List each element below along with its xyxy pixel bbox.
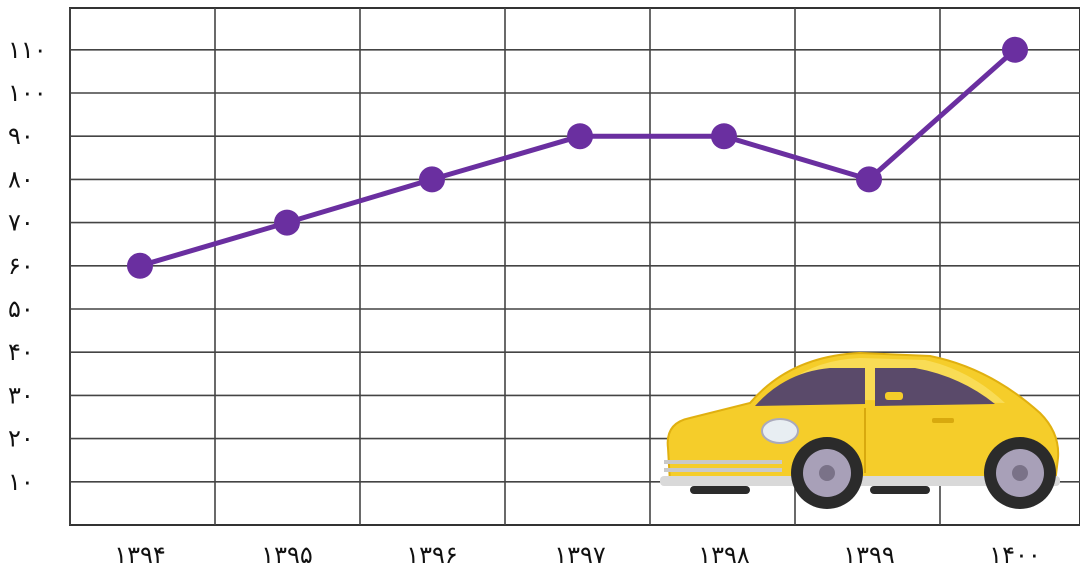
data-point	[274, 209, 300, 236]
series	[127, 36, 1028, 279]
x-axis-ticks: ۱۳۹۴ ۱۳۹۵ ۱۳۹۶ ۱۳۹۷ ۱۳۹۸ ۱۳۹۹ ۱۴۰۰	[114, 541, 1041, 569]
y-tick-label: ۸۰	[8, 165, 34, 193]
x-tick-label: ۱۳۹۵	[261, 541, 313, 569]
x-tick-label: ۱۴۰۰	[989, 541, 1041, 569]
grid	[69, 7, 1080, 526]
y-tick-label: ۲۰	[8, 425, 34, 453]
y-tick-label: ۹۰	[8, 122, 34, 150]
y-axis-ticks: ۱۰ ۲۰ ۳۰ ۴۰ ۵۰ ۶۰ ۷۰ ۸۰ ۹۰ ۱۰۰ ۱۱۰	[8, 36, 47, 496]
x-tick-label: ۱۳۹۹	[843, 541, 895, 569]
y-tick-label: ۶۰	[8, 252, 34, 280]
data-point	[856, 166, 882, 193]
y-tick-label: ۱۰۰	[8, 79, 47, 107]
y-tick-label: ۳۰	[8, 381, 34, 409]
y-tick-label: ۱۱۰	[8, 36, 47, 64]
car-window-front	[755, 368, 865, 406]
grille-line	[664, 460, 782, 464]
front-wheel	[791, 437, 863, 509]
door-handle	[932, 418, 954, 423]
grille-line	[664, 468, 782, 472]
data-point	[127, 252, 153, 279]
data-point	[419, 166, 445, 193]
side-mirror	[885, 392, 903, 400]
rear-wheel	[984, 437, 1056, 509]
yellow-car-icon	[660, 351, 1060, 509]
y-tick-label: ۵۰	[8, 295, 34, 323]
x-tick-label: ۱۳۹۸	[698, 541, 750, 569]
series-line	[139, 47, 1017, 269]
x-tick-label: ۱۳۹۷	[554, 541, 606, 569]
headlight	[761, 418, 799, 444]
data-point	[567, 123, 593, 150]
front-tire-shadow	[690, 486, 750, 494]
y-tick-label: ۱۰	[8, 468, 34, 496]
x-tick-label: ۱۳۹۶	[406, 541, 458, 569]
y-tick-label: ۷۰	[8, 209, 34, 237]
rear-tire-shadow	[870, 486, 930, 494]
car-window-rear	[875, 368, 995, 406]
data-point	[1002, 36, 1028, 63]
y-tick-label: ۴۰	[8, 338, 34, 366]
x-tick-label: ۱۳۹۴	[114, 541, 166, 569]
data-point	[711, 123, 737, 150]
